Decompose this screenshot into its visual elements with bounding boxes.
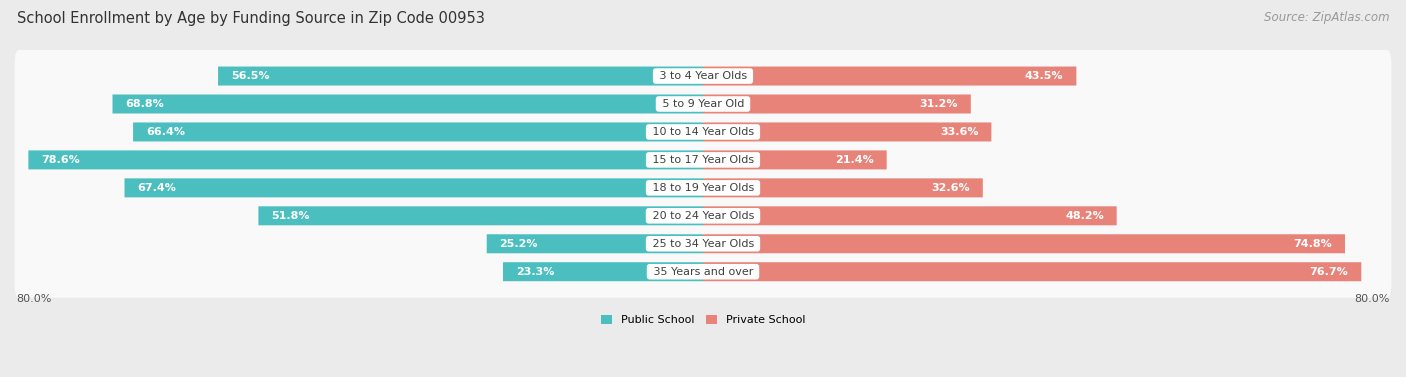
FancyBboxPatch shape [14, 162, 1392, 214]
Text: 21.4%: 21.4% [835, 155, 873, 165]
Legend: Public School, Private School: Public School, Private School [596, 311, 810, 330]
Text: 25.2%: 25.2% [499, 239, 538, 249]
Text: 51.8%: 51.8% [271, 211, 309, 221]
Text: 67.4%: 67.4% [138, 183, 176, 193]
Text: 66.4%: 66.4% [146, 127, 186, 137]
Text: 31.2%: 31.2% [920, 99, 957, 109]
FancyBboxPatch shape [14, 106, 1392, 158]
Text: 80.0%: 80.0% [1354, 294, 1389, 303]
FancyBboxPatch shape [112, 95, 703, 113]
FancyBboxPatch shape [134, 123, 703, 141]
FancyBboxPatch shape [28, 150, 703, 169]
Text: 74.8%: 74.8% [1294, 239, 1331, 249]
Text: 25 to 34 Year Olds: 25 to 34 Year Olds [648, 239, 758, 249]
Text: 15 to 17 Year Olds: 15 to 17 Year Olds [648, 155, 758, 165]
FancyBboxPatch shape [14, 218, 1392, 270]
FancyBboxPatch shape [486, 234, 703, 253]
FancyBboxPatch shape [703, 150, 887, 169]
Text: 48.2%: 48.2% [1066, 211, 1104, 221]
Text: 43.5%: 43.5% [1025, 71, 1063, 81]
Text: Source: ZipAtlas.com: Source: ZipAtlas.com [1264, 11, 1389, 24]
FancyBboxPatch shape [14, 246, 1392, 298]
FancyBboxPatch shape [703, 66, 1077, 86]
FancyBboxPatch shape [14, 190, 1392, 242]
Text: 3 to 4 Year Olds: 3 to 4 Year Olds [655, 71, 751, 81]
FancyBboxPatch shape [259, 206, 703, 225]
Text: School Enrollment by Age by Funding Source in Zip Code 00953: School Enrollment by Age by Funding Sour… [17, 11, 485, 26]
Text: 56.5%: 56.5% [231, 71, 270, 81]
FancyBboxPatch shape [703, 234, 1346, 253]
FancyBboxPatch shape [218, 66, 703, 86]
Text: 35 Years and over: 35 Years and over [650, 267, 756, 277]
FancyBboxPatch shape [503, 262, 703, 281]
Text: 5 to 9 Year Old: 5 to 9 Year Old [658, 99, 748, 109]
Text: 76.7%: 76.7% [1310, 267, 1348, 277]
Text: 32.6%: 32.6% [931, 183, 970, 193]
FancyBboxPatch shape [14, 78, 1392, 130]
Text: 18 to 19 Year Olds: 18 to 19 Year Olds [648, 183, 758, 193]
FancyBboxPatch shape [703, 262, 1361, 281]
Text: 68.8%: 68.8% [125, 99, 165, 109]
Text: 78.6%: 78.6% [41, 155, 80, 165]
FancyBboxPatch shape [14, 50, 1392, 102]
Text: 23.3%: 23.3% [516, 267, 554, 277]
Text: 20 to 24 Year Olds: 20 to 24 Year Olds [648, 211, 758, 221]
FancyBboxPatch shape [703, 95, 970, 113]
Text: 33.6%: 33.6% [941, 127, 979, 137]
FancyBboxPatch shape [703, 206, 1116, 225]
Text: 10 to 14 Year Olds: 10 to 14 Year Olds [648, 127, 758, 137]
Text: 80.0%: 80.0% [17, 294, 52, 303]
FancyBboxPatch shape [125, 178, 703, 198]
FancyBboxPatch shape [703, 178, 983, 198]
FancyBboxPatch shape [703, 123, 991, 141]
FancyBboxPatch shape [14, 134, 1392, 186]
